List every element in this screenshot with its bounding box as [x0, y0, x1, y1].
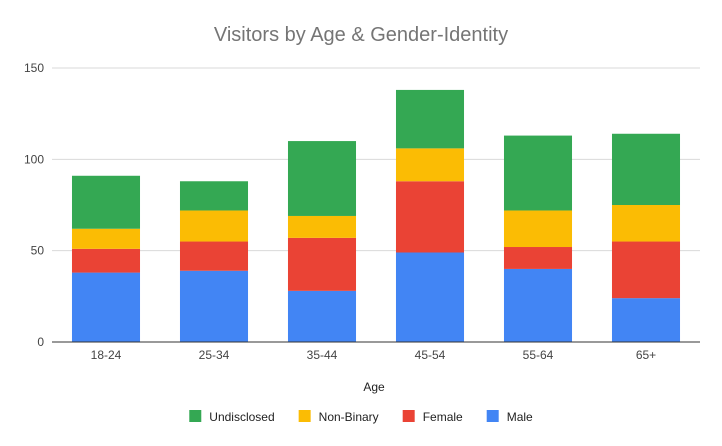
- chart-title: Visitors by Age & Gender-Identity: [214, 24, 508, 46]
- bar-male-1824: [71, 272, 141, 342]
- bars: [71, 89, 681, 342]
- bar-male-5564: [503, 268, 573, 342]
- legend-item-male: Male: [486, 410, 533, 424]
- gridlines: [52, 67, 700, 252]
- legend-swatch: [486, 410, 499, 422]
- legend-label: Undisclosed: [209, 410, 274, 424]
- bar-female-2534: [179, 241, 249, 271]
- y-tick-label: 0: [37, 335, 44, 349]
- x-tick-label: 35-44: [307, 348, 338, 362]
- bar-male-2534: [179, 270, 249, 342]
- bar-undisclosed-3544: [287, 141, 357, 216]
- legend-item-non-binary: Non-Binary: [298, 410, 379, 424]
- legend-swatch: [298, 410, 311, 422]
- bar-non-binary-3544: [287, 215, 357, 238]
- x-tick-label: 18-24: [91, 348, 122, 362]
- bar-female-5564: [503, 247, 573, 269]
- x-tick-label: 65+: [636, 348, 656, 362]
- y-axis-ticks: 0 50 100 150: [24, 61, 44, 349]
- y-tick-label: 100: [24, 152, 44, 166]
- x-tick-label: 45-54: [415, 348, 446, 362]
- legend-swatch: [189, 410, 202, 422]
- bar-undisclosed-4554: [395, 89, 465, 149]
- bar-undisclosed-5564: [503, 135, 573, 211]
- x-tick-label: 55-64: [523, 348, 554, 362]
- bar-female-3544: [287, 237, 357, 291]
- legend-swatch: [402, 410, 415, 422]
- bar-female-1824: [71, 248, 141, 273]
- legend: Undisclosed Non-Binary Female Male: [189, 410, 533, 424]
- bar-male-65: [611, 298, 681, 342]
- bar-male-4554: [395, 252, 465, 342]
- bar-non-binary-1824: [71, 228, 141, 249]
- legend-label: Female: [423, 410, 463, 424]
- bar-female-65: [611, 241, 681, 299]
- x-tick-label: 25-34: [199, 348, 230, 362]
- legend-label: Male: [507, 410, 533, 424]
- y-tick-label: 50: [31, 244, 45, 258]
- y-tick-label: 150: [24, 61, 44, 75]
- bar-undisclosed-1824: [71, 175, 141, 229]
- legend-item-undisclosed: Undisclosed: [189, 410, 275, 424]
- bar-undisclosed-2534: [179, 181, 249, 211]
- bar-undisclosed-65: [611, 133, 681, 205]
- bar-non-binary-5564: [503, 210, 573, 248]
- bar-female-4554: [395, 181, 465, 253]
- bar-non-binary-2534: [179, 210, 249, 242]
- legend-label: Non-Binary: [319, 410, 379, 424]
- bar-male-3544: [287, 290, 357, 342]
- bar-non-binary-4554: [395, 148, 465, 182]
- x-axis-label: Age: [363, 380, 385, 394]
- bar-non-binary-65: [611, 205, 681, 242]
- legend-item-female: Female: [402, 410, 463, 424]
- x-axis-ticks: 18-24 25-34 35-44 45-54 55-64 65+: [91, 348, 657, 362]
